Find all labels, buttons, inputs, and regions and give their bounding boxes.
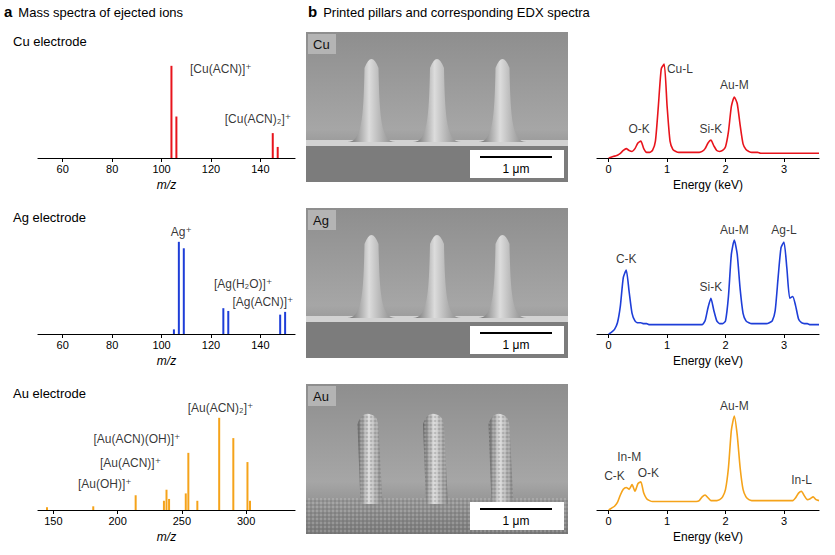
svg-text:[Cu(ACN)]⁺: [Cu(ACN)]⁺: [190, 62, 252, 76]
svg-text:200: 200: [108, 515, 126, 527]
svg-text:120: 120: [202, 163, 220, 175]
svg-text:0: 0: [606, 339, 612, 351]
svg-text:Au electrode: Au electrode: [13, 386, 86, 401]
html-text:b Printed pillars and correspo: b Printed pillars and corresponding EDX …: [308, 3, 590, 20]
svg-text:300: 300: [237, 515, 255, 527]
svg-text:0: 0: [606, 163, 612, 175]
svg-text:m/z: m/z: [157, 354, 176, 368]
svg-text:60: 60: [57, 163, 69, 175]
svg-text:100: 100: [152, 163, 170, 175]
svg-text:1: 1: [664, 163, 670, 175]
svg-text:[Au(OH)]⁺: [Au(OH)]⁺: [78, 477, 132, 491]
svg-text:2: 2: [722, 515, 728, 527]
svg-text:Ag electrode: Ag electrode: [13, 210, 86, 225]
svg-text:3: 3: [781, 515, 787, 527]
svg-text:1: 1: [664, 515, 670, 527]
svg-text:Cu-L: Cu-L: [667, 62, 693, 76]
svg-text:[Cu(ACN)₂]⁺: [Cu(ACN)₂]⁺: [225, 112, 291, 126]
svg-text:[Au(ACN)]⁺: [Au(ACN)]⁺: [100, 456, 161, 470]
svg-text:80: 80: [106, 163, 118, 175]
svg-text:3: 3: [781, 163, 787, 175]
svg-text:120: 120: [202, 339, 220, 351]
svg-text:3: 3: [781, 339, 787, 351]
svg-text:[Au(ACN)₂]⁺: [Au(ACN)₂]⁺: [188, 401, 254, 415]
svg-text:Ag-L: Ag-L: [771, 223, 797, 237]
svg-text:140: 140: [251, 339, 269, 351]
svg-text:Au: Au: [313, 389, 329, 404]
svg-text:Au-M: Au-M: [720, 78, 749, 92]
svg-text:Si-K: Si-K: [700, 280, 723, 294]
svg-text:O-K: O-K: [628, 122, 649, 136]
svg-text:Cu: Cu: [313, 37, 330, 52]
html-text:a Mass spectra of ejected ions: a Mass spectra of ejected ions: [4, 3, 184, 20]
svg-text:O-K: O-K: [638, 466, 659, 480]
svg-text:m/z: m/z: [157, 178, 176, 192]
svg-text:140: 140: [251, 163, 269, 175]
svg-text:80: 80: [106, 339, 118, 351]
svg-text:60: 60: [57, 339, 69, 351]
svg-text:Ag: Ag: [313, 213, 329, 228]
svg-text:1: 1: [664, 339, 670, 351]
svg-text:Energy (keV): Energy (keV): [673, 354, 743, 368]
svg-text:Energy (keV): Energy (keV): [673, 178, 743, 192]
svg-text:2: 2: [722, 339, 728, 351]
svg-text:[Au(ACN)(OH)]⁺: [Au(ACN)(OH)]⁺: [93, 432, 180, 446]
svg-text:[Ag(H₂O)]⁺: [Ag(H₂O)]⁺: [214, 277, 272, 291]
svg-text:C-K: C-K: [616, 252, 637, 266]
svg-text:Ag⁺: Ag⁺: [171, 225, 192, 239]
svg-text:Au-M: Au-M: [720, 223, 749, 237]
svg-text:In-L: In-L: [791, 473, 812, 487]
svg-text:1 μm: 1 μm: [503, 338, 530, 352]
svg-text:150: 150: [44, 515, 62, 527]
svg-text:Cu electrode: Cu electrode: [13, 34, 87, 49]
svg-text:1 μm: 1 μm: [503, 514, 530, 528]
svg-text:0: 0: [606, 515, 612, 527]
svg-text:2: 2: [722, 163, 728, 175]
svg-text:m/z: m/z: [157, 530, 176, 544]
svg-text:250: 250: [173, 515, 191, 527]
svg-text:Au-M: Au-M: [720, 399, 749, 413]
svg-text:100: 100: [152, 339, 170, 351]
svg-text:1 μm: 1 μm: [503, 162, 530, 176]
svg-text:[Ag(ACN)]⁺: [Ag(ACN)]⁺: [232, 295, 293, 309]
svg-text:C-K: C-K: [604, 469, 625, 483]
svg-text:In-M: In-M: [617, 450, 641, 464]
svg-text:Energy (keV): Energy (keV): [673, 530, 743, 544]
svg-text:Si-K: Si-K: [700, 122, 723, 136]
